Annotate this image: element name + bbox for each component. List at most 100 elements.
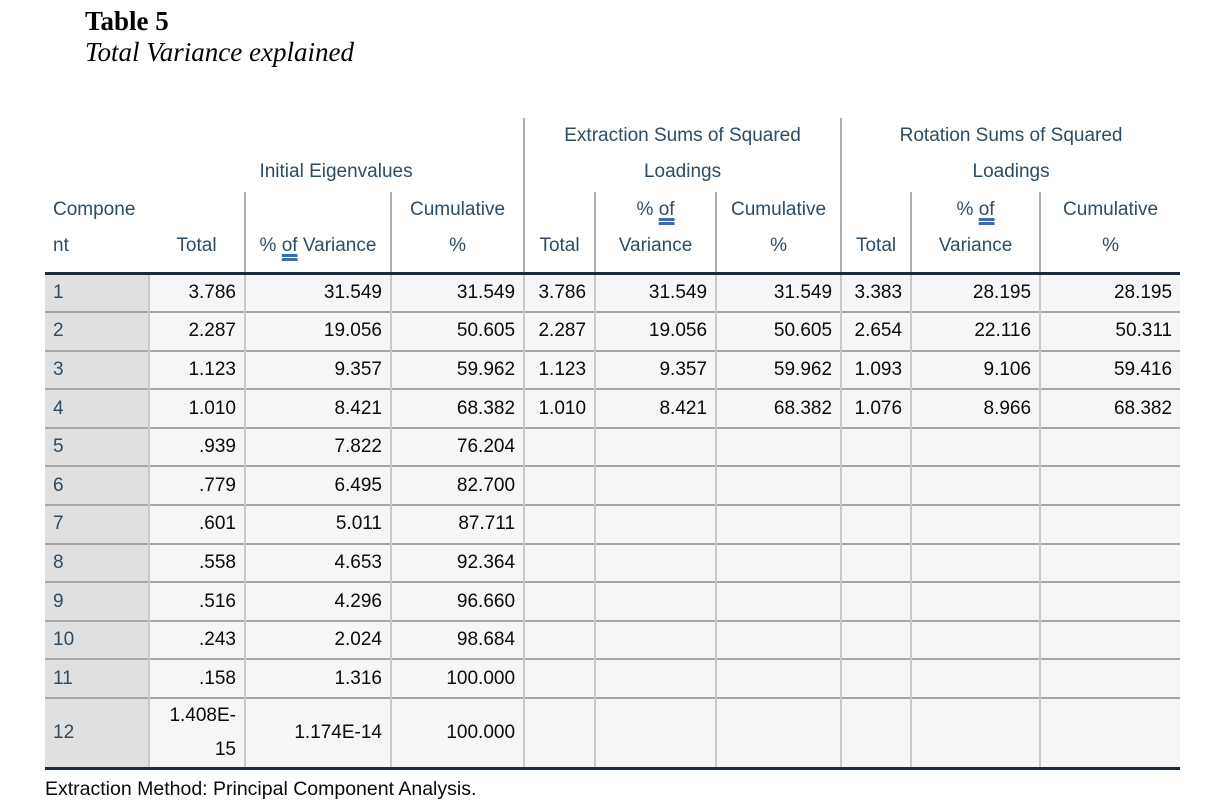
data-cell bbox=[910, 426, 1041, 467]
data-cell: 59.962 bbox=[389, 349, 525, 390]
data-cell bbox=[910, 465, 1041, 506]
data-cell: 59.962 bbox=[715, 349, 842, 390]
data-cell bbox=[840, 619, 912, 660]
data-cell bbox=[715, 465, 842, 506]
data-cell: 68.382 bbox=[1039, 388, 1181, 428]
table-row: 5 .939 7.822 76.204 bbox=[45, 426, 1181, 467]
data-cell bbox=[594, 581, 717, 621]
variance-label: Variance bbox=[302, 235, 377, 256]
data-cell bbox=[715, 619, 842, 660]
data-cell bbox=[594, 504, 717, 544]
table-header: Component Initial Eigenvalues Extraction… bbox=[45, 118, 1181, 274]
component-cell: 9 bbox=[45, 581, 149, 621]
data-cell bbox=[523, 581, 596, 621]
data-cell: 19.056 bbox=[594, 311, 717, 351]
data-cell: 1.123 bbox=[148, 349, 245, 390]
data-cell: .601 bbox=[148, 504, 245, 544]
data-cell: .243 bbox=[148, 619, 245, 660]
data-cell: 31.549 bbox=[389, 272, 525, 313]
data-cell bbox=[910, 658, 1041, 699]
group-header-initial-eigenvalues: Initial Eigenvalues bbox=[149, 118, 525, 192]
data-cell bbox=[594, 465, 717, 506]
pct-symbol: % bbox=[259, 235, 277, 256]
data-cell: 4.653 bbox=[244, 542, 391, 583]
data-cell: 50.311 bbox=[1039, 311, 1181, 351]
table-row: 4 1.010 8.421 68.382 1.010 8.421 68.382 1.076 8… bbox=[45, 388, 1181, 428]
data-cell bbox=[1039, 504, 1181, 544]
data-cell bbox=[594, 542, 717, 583]
component-cell: 6 bbox=[45, 465, 149, 506]
data-cell: 28.195 bbox=[910, 272, 1041, 313]
data-cell: 1.010 bbox=[523, 388, 596, 428]
sub-header-row: Total % of Variance Cumulative % Total %… bbox=[45, 192, 1181, 274]
data-cell: 1.174E-14 bbox=[244, 697, 391, 771]
component-cell: 7 bbox=[45, 504, 149, 544]
data-cell: 9.106 bbox=[910, 349, 1041, 390]
data-cell: 1.316 bbox=[244, 658, 391, 699]
data-cell: 6.495 bbox=[244, 465, 391, 506]
group-header-row: Component Initial Eigenvalues Extraction… bbox=[45, 118, 1181, 274]
pct-symbol: % bbox=[956, 199, 974, 220]
data-cell: 59.416 bbox=[1039, 349, 1181, 390]
data-cell bbox=[594, 619, 717, 660]
data-cell: 82.700 bbox=[389, 465, 525, 506]
grammar-underlined-of: of bbox=[978, 199, 995, 220]
data-cell: 9.357 bbox=[594, 349, 717, 390]
table-row: 6 .779 6.495 82.700 bbox=[45, 465, 1181, 506]
data-cell: 100.000 bbox=[389, 658, 525, 699]
table-number-heading: Table 5 bbox=[85, 6, 169, 36]
col-header-pct-variance-extraction: % of Variance bbox=[594, 192, 717, 274]
data-cell bbox=[594, 697, 717, 771]
data-cell bbox=[840, 658, 912, 699]
data-cell: 3.786 bbox=[148, 272, 245, 313]
data-cell bbox=[1039, 697, 1181, 771]
data-cell: 76.204 bbox=[389, 426, 525, 467]
data-cell bbox=[715, 504, 842, 544]
table-row: 8 .558 4.653 92.364 bbox=[45, 542, 1181, 583]
variance-label: Variance bbox=[618, 235, 693, 256]
component-cell: 4 bbox=[45, 388, 149, 428]
data-cell bbox=[523, 619, 596, 660]
data-cell: 1.123 bbox=[523, 349, 596, 390]
group-header-extraction-sums: Extraction Sums of Squared Loadings bbox=[523, 118, 842, 192]
table-row: 12 1.408E-15 1.174E-14 100.000 bbox=[45, 697, 1181, 771]
data-cell: 100.000 bbox=[389, 697, 525, 771]
component-cell: 8 bbox=[45, 542, 149, 583]
data-cell: .779 bbox=[148, 465, 245, 506]
data-cell: 5.011 bbox=[244, 504, 391, 544]
data-cell bbox=[523, 465, 596, 506]
component-cell: 3 bbox=[45, 349, 149, 390]
data-cell: 92.364 bbox=[389, 542, 525, 583]
data-cell: 8.421 bbox=[594, 388, 717, 428]
variance-label: Variance bbox=[938, 235, 1013, 256]
data-cell bbox=[523, 697, 596, 771]
data-cell: 8.421 bbox=[244, 388, 391, 428]
data-cell bbox=[1039, 581, 1181, 621]
data-cell bbox=[840, 426, 912, 467]
data-cell bbox=[1039, 426, 1181, 467]
table-row: 1 3.786 31.549 31.549 3.786 31.549 31.549 3.38… bbox=[45, 272, 1181, 313]
data-cell bbox=[840, 504, 912, 544]
table-row: 7 .601 5.011 87.711 bbox=[45, 504, 1181, 544]
data-cell: 4.296 bbox=[244, 581, 391, 621]
data-cell bbox=[715, 581, 842, 621]
data-cell bbox=[715, 542, 842, 583]
component-cell: 2 bbox=[45, 311, 149, 351]
col-header-cumulative-initial: Cumulative % bbox=[389, 192, 525, 274]
data-cell: 50.605 bbox=[389, 311, 525, 351]
component-column-header: Component bbox=[45, 118, 149, 274]
data-cell: 31.549 bbox=[715, 272, 842, 313]
data-cell: 8.966 bbox=[910, 388, 1041, 428]
data-cell: 2.287 bbox=[523, 311, 596, 351]
data-cell: .158 bbox=[148, 658, 245, 699]
data-cell bbox=[910, 581, 1041, 621]
component-cell: 12 bbox=[45, 697, 149, 771]
component-cell: 11 bbox=[45, 658, 149, 699]
data-cell: .516 bbox=[148, 581, 245, 621]
data-cell bbox=[1039, 658, 1181, 699]
data-cell: 98.684 bbox=[389, 619, 525, 660]
table-row: 10 .243 2.024 98.684 bbox=[45, 619, 1181, 660]
table-row: 2 2.287 19.056 50.605 2.287 19.056 50.605 2.65… bbox=[45, 311, 1181, 351]
data-cell: 3.786 bbox=[523, 272, 596, 313]
